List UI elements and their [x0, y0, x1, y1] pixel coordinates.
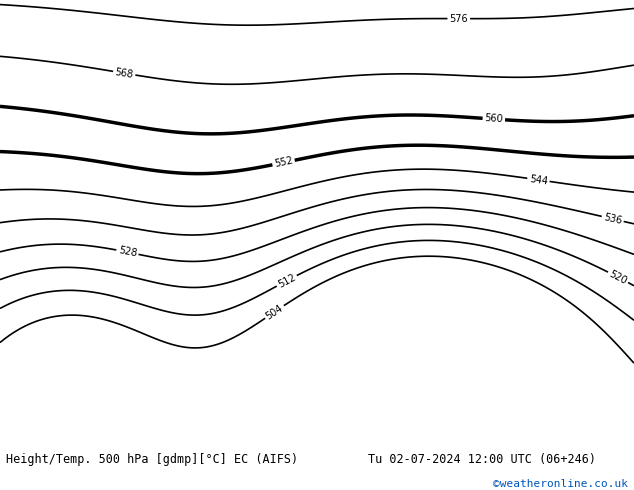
- Text: 560: 560: [484, 114, 503, 125]
- Text: 568: 568: [114, 67, 134, 80]
- Text: 576: 576: [450, 14, 468, 24]
- Text: ©weatheronline.co.uk: ©weatheronline.co.uk: [493, 479, 628, 489]
- Text: 536: 536: [602, 212, 623, 226]
- Text: 504: 504: [264, 303, 285, 321]
- Text: 544: 544: [529, 173, 548, 186]
- Text: Height/Temp. 500 hPa [gdmp][°C] EC (AIFS): Height/Temp. 500 hPa [gdmp][°C] EC (AIFS…: [6, 453, 299, 466]
- Text: 528: 528: [117, 245, 138, 259]
- Text: 552: 552: [273, 156, 294, 170]
- Text: 520: 520: [607, 269, 629, 286]
- Text: 512: 512: [276, 272, 297, 290]
- Text: Tu 02-07-2024 12:00 UTC (06+246): Tu 02-07-2024 12:00 UTC (06+246): [368, 453, 596, 466]
